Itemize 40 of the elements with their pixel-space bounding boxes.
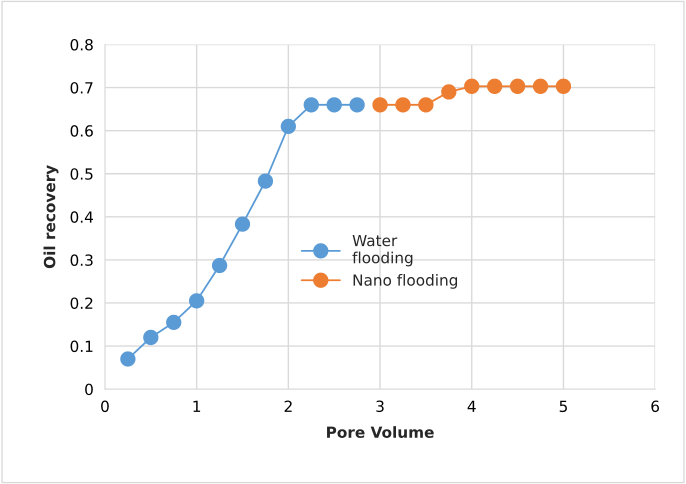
point	[487, 78, 502, 94]
point	[418, 97, 434, 112]
y-axis-title: Oil recovery	[44, 165, 58, 268]
point	[304, 97, 319, 112]
legend-label: Nano flooding	[354, 274, 458, 289]
y-tick-label: 0.6	[70, 125, 93, 137]
x-tick-label: 5	[560, 400, 567, 412]
x-tick-label: 1	[193, 400, 200, 412]
y-tick-label: 0.5	[70, 168, 93, 180]
point	[258, 173, 274, 189]
point	[372, 97, 388, 112]
y-tick-label: 0.1	[70, 340, 92, 352]
point	[189, 293, 204, 308]
y-tick-label: 0.7	[70, 82, 93, 94]
point	[326, 97, 342, 112]
point	[532, 78, 548, 94]
point	[120, 351, 136, 367]
x-tick-label: 0	[101, 400, 109, 412]
point	[349, 97, 365, 112]
point	[234, 216, 250, 232]
point	[395, 97, 411, 112]
point	[464, 78, 480, 94]
x-tick-label: 3	[376, 400, 384, 412]
y-tick-label: 0	[85, 384, 93, 396]
x-tick-label: 2	[284, 400, 292, 412]
point	[280, 118, 296, 134]
point	[212, 258, 228, 274]
legend-label: Water flooding	[352, 234, 412, 266]
point	[166, 314, 182, 330]
y-tick-label: 0.3	[70, 254, 93, 266]
y-tick-label: 0.2	[70, 297, 92, 310]
x-axis-title: Pore Volume	[327, 426, 434, 438]
point	[556, 78, 572, 94]
point	[510, 78, 526, 94]
y-tick-label: 0.8	[70, 38, 93, 51]
x-tick-label: 6	[651, 400, 660, 412]
point	[441, 84, 456, 100]
x-tick-label: 4	[468, 400, 476, 412]
point	[143, 330, 158, 346]
y-tick-label: 0.4	[70, 211, 93, 223]
